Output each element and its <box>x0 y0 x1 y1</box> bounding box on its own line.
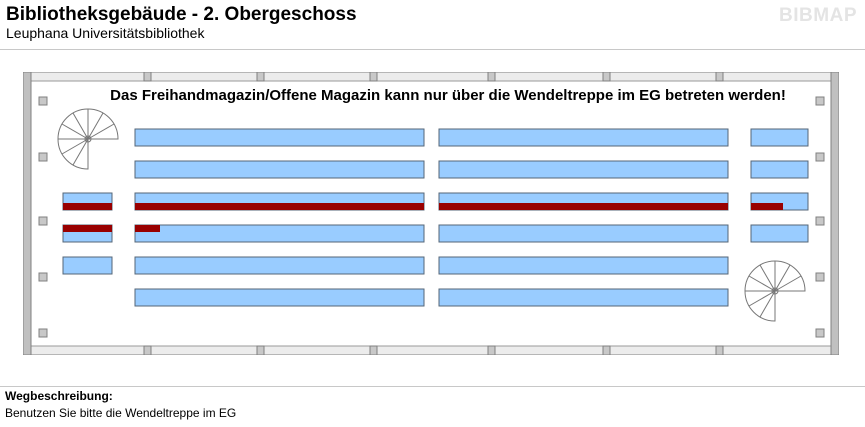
shelf <box>438 288 729 307</box>
location-marker <box>135 225 160 232</box>
shelf <box>134 224 425 243</box>
location-marker <box>135 203 424 210</box>
wall-pillars-bottom <box>143 345 724 355</box>
wall-pillars-top <box>143 72 724 82</box>
shelf <box>750 128 809 147</box>
header-divider <box>0 49 865 50</box>
location-marker <box>439 203 728 210</box>
route-heading: Wegbeschreibung: <box>5 389 113 403</box>
west-wall <box>23 72 32 355</box>
page-title: Bibliotheksgebäude - 2. Obergeschoss <box>6 4 357 25</box>
shelf <box>750 224 809 243</box>
shelf <box>750 160 809 179</box>
spiral-staircase-icon <box>57 108 119 170</box>
shelf <box>134 256 425 275</box>
location-marker <box>751 203 783 210</box>
shelf <box>438 128 729 147</box>
footer-divider <box>0 386 865 387</box>
shelf <box>134 128 425 147</box>
spiral-staircase-icon <box>744 260 806 322</box>
library-name: Leuphana Universitätsbibliothek <box>6 25 205 41</box>
shelf <box>438 224 729 243</box>
location-marker <box>63 225 112 232</box>
interior-columns <box>38 96 825 338</box>
access-notice: Das Freihandmagazin/Offene Magazin kann … <box>110 87 786 104</box>
location-marker <box>63 203 112 210</box>
shelf <box>438 160 729 179</box>
shelf <box>134 160 425 179</box>
shelf <box>134 288 425 307</box>
shelf <box>438 256 729 275</box>
location-markers <box>63 203 783 232</box>
shelf <box>62 256 113 275</box>
east-wall <box>830 72 839 355</box>
bibmap-logo: BIBMAP <box>779 5 857 26</box>
floor-plan <box>23 72 839 355</box>
route-description: Benutzen Sie bitte die Wendeltreppe im E… <box>5 406 237 420</box>
